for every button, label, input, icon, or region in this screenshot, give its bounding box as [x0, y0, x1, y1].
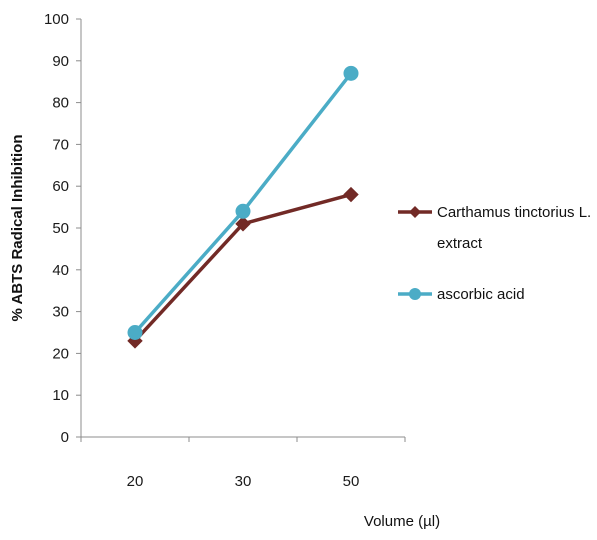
- y-tick-label: 80: [52, 95, 69, 112]
- x-tick-label: 50: [343, 473, 360, 490]
- data-point-diamond: [235, 216, 251, 232]
- series-1: [127, 65, 359, 340]
- legend-item-1: ascorbic acid: [398, 286, 525, 303]
- legend-label: ascorbic acid: [437, 286, 525, 303]
- y-tick-label: 0: [61, 429, 69, 446]
- series-0: [127, 186, 359, 349]
- legend: Carthamus tinctorius L. extract ascorbic a…: [398, 204, 591, 303]
- y-tick-label: 50: [52, 220, 69, 237]
- legend-label: Carthamus tinctorius L.: [437, 204, 591, 221]
- x-tick-label: 20: [127, 473, 144, 490]
- axes: 0 10 20 30 40 50 60 70 80 90 100 20 30 50: [44, 11, 406, 490]
- x-tick-label: 30: [235, 473, 252, 490]
- y-tick-label: 10: [52, 387, 69, 404]
- legend-label: extract: [437, 235, 483, 252]
- y-tick-label: 40: [52, 262, 69, 279]
- y-tick-label: 100: [44, 11, 69, 28]
- legend-item-0: Carthamus tinctorius L. extract: [398, 204, 591, 252]
- data-point-circle: [343, 65, 359, 81]
- y-tick-label: 30: [52, 304, 69, 321]
- series-group: [127, 65, 359, 349]
- y-tick-label: 90: [52, 53, 69, 70]
- x-axis-title: Volume (µl): [364, 513, 440, 530]
- data-point-circle: [235, 203, 251, 219]
- data-point-circle: [127, 325, 143, 340]
- data-point-diamond: [343, 186, 359, 203]
- legend-marker-circle: [409, 288, 421, 300]
- y-tick-label: 60: [52, 178, 69, 195]
- y-axis-title: % ABTS Radical Inhibition: [9, 135, 26, 322]
- y-tick-label: 20: [52, 345, 69, 362]
- y-tick-label: 70: [52, 136, 69, 153]
- legend-marker-diamond: [409, 206, 421, 218]
